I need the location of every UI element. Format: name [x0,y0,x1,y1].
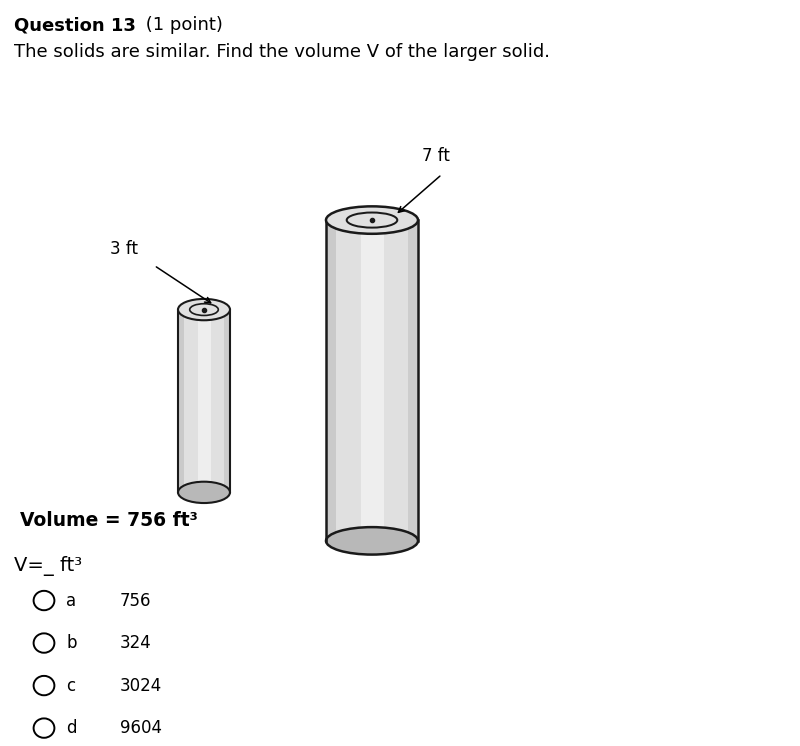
Bar [224,310,230,492]
Text: Volume = 756 ft³: Volume = 756 ft³ [20,511,198,530]
Text: d: d [66,719,77,737]
Text: 7 ft: 7 ft [422,147,450,166]
Ellipse shape [326,207,418,233]
Text: The solids are similar. Find the volume V of the larger solid.: The solids are similar. Find the volume … [14,43,550,61]
Ellipse shape [190,304,218,316]
Bar [198,310,210,492]
Bar [408,220,418,541]
Bar [178,310,184,492]
Text: a: a [66,592,77,609]
Text: b: b [66,634,77,652]
Text: Question 13: Question 13 [14,16,136,34]
Text: 3 ft: 3 ft [110,240,138,258]
Bar [178,310,230,492]
Bar [326,220,336,541]
Ellipse shape [326,527,418,554]
Ellipse shape [178,482,230,503]
Text: 756: 756 [120,592,151,609]
Text: c: c [66,677,75,695]
Text: 3024: 3024 [120,677,162,695]
Text: 9604: 9604 [120,719,162,737]
Text: 324: 324 [120,634,152,652]
Bar [361,220,383,541]
Text: V=_ ft³: V=_ ft³ [14,556,82,576]
Ellipse shape [346,213,398,228]
Text: (1 point): (1 point) [140,16,223,34]
Bar [326,220,418,541]
Ellipse shape [178,299,230,320]
